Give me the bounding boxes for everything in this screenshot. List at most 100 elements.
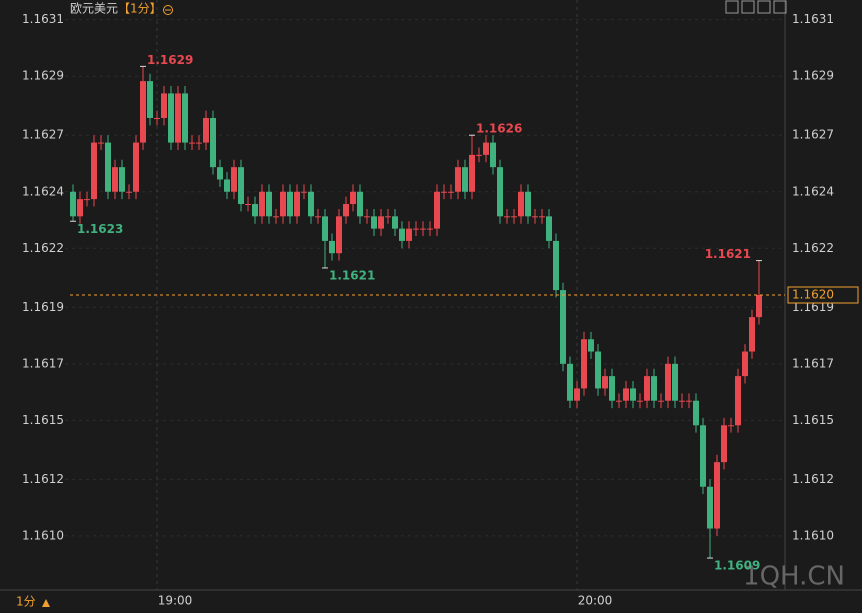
y-tick-label-right: 1.1627 bbox=[792, 128, 834, 142]
candle-body bbox=[371, 216, 377, 229]
candle-body bbox=[560, 290, 566, 364]
y-tick-label-right: 1.1622 bbox=[792, 241, 834, 255]
candle-body bbox=[182, 93, 188, 143]
candle-body bbox=[700, 425, 706, 487]
annotation: 1.1621 bbox=[329, 268, 375, 282]
y-tick-label: 1.1615 bbox=[22, 413, 64, 427]
candle-body bbox=[476, 154, 482, 156]
candle-body bbox=[588, 339, 594, 352]
candle-body bbox=[721, 425, 727, 463]
candle-body bbox=[483, 142, 489, 155]
candle-body bbox=[532, 216, 538, 218]
y-tick-label: 1.1629 bbox=[22, 69, 64, 83]
annotation: 1.1626 bbox=[476, 122, 522, 136]
candle-body bbox=[420, 228, 426, 230]
candle-body bbox=[91, 142, 97, 200]
candle-body bbox=[511, 216, 517, 218]
y-tick-label-right: 1.1617 bbox=[792, 356, 834, 370]
candle-body bbox=[756, 295, 762, 318]
y-tick-label: 1.1631 bbox=[22, 12, 64, 26]
candle-body bbox=[231, 167, 237, 192]
candle-body bbox=[322, 216, 328, 241]
annotation: 1.1623 bbox=[77, 222, 123, 236]
candle-body bbox=[112, 167, 118, 192]
candle-body bbox=[336, 216, 342, 254]
candle-body bbox=[644, 376, 650, 401]
candle-body bbox=[175, 93, 181, 143]
candle-body bbox=[168, 93, 174, 143]
period-label: 【1分】 bbox=[118, 2, 162, 16]
candle-body bbox=[630, 388, 636, 401]
candle-body bbox=[539, 216, 545, 218]
candle-body bbox=[364, 216, 370, 218]
y-tick-label: 1.1612 bbox=[22, 472, 64, 486]
y-tick-label: 1.1624 bbox=[22, 184, 64, 198]
candle-body bbox=[294, 191, 300, 217]
candle-body bbox=[399, 228, 405, 241]
y-tick-label-right: 1.1624 bbox=[792, 184, 834, 198]
candle-body bbox=[581, 339, 587, 389]
candle-body bbox=[70, 191, 76, 217]
candle-body bbox=[525, 191, 531, 217]
candle-body bbox=[455, 167, 461, 192]
candle-body bbox=[147, 81, 153, 118]
candle-body bbox=[413, 228, 419, 230]
candle-body bbox=[378, 216, 384, 229]
candle-body bbox=[350, 191, 356, 205]
collapse-icon[interactable] bbox=[163, 5, 173, 15]
candle-body bbox=[434, 191, 440, 229]
period-arrow[interactable] bbox=[42, 599, 50, 607]
candle-body bbox=[105, 142, 111, 192]
candle-body bbox=[707, 486, 713, 529]
candle-body bbox=[98, 142, 104, 144]
candle-body bbox=[686, 400, 692, 402]
candle-body bbox=[301, 191, 307, 193]
candle-body bbox=[245, 204, 251, 206]
candle-body bbox=[308, 191, 314, 217]
candle-body bbox=[567, 363, 573, 401]
y-tick-label: 1.1617 bbox=[22, 356, 64, 370]
candle-body bbox=[623, 388, 629, 401]
annotation: 1.1621 bbox=[705, 247, 751, 261]
candle-body bbox=[392, 216, 398, 229]
y-tick-label: 1.1622 bbox=[22, 241, 64, 255]
candle-body bbox=[203, 118, 209, 143]
candle-body bbox=[518, 191, 524, 217]
candle-body bbox=[553, 240, 559, 291]
candle-body bbox=[546, 216, 552, 241]
candle-body bbox=[280, 191, 286, 217]
candle-body bbox=[742, 351, 748, 377]
period-button[interactable]: 1分 bbox=[16, 595, 36, 609]
candle-body bbox=[469, 154, 475, 192]
candle-body bbox=[252, 204, 258, 217]
candle-body bbox=[651, 376, 657, 401]
candle-body bbox=[189, 142, 195, 144]
candle-body bbox=[616, 400, 622, 402]
y-tick-label-right: 1.1615 bbox=[792, 413, 834, 427]
candle-body bbox=[714, 462, 720, 529]
toolbar[interactable] bbox=[725, 0, 787, 14]
y-tick-label: 1.1610 bbox=[22, 528, 64, 542]
candle-body bbox=[595, 351, 601, 389]
candle-body bbox=[343, 204, 349, 217]
y-tick-label: 1.1619 bbox=[22, 300, 64, 314]
candle-body bbox=[497, 167, 503, 217]
candle-body bbox=[140, 81, 146, 143]
candle-body bbox=[693, 400, 699, 426]
candle-body bbox=[77, 199, 83, 217]
candle-body bbox=[217, 167, 223, 180]
annotation: 1.1629 bbox=[147, 53, 193, 67]
candle-body bbox=[119, 167, 125, 192]
candle-body bbox=[126, 191, 132, 193]
x-tick-label: 19:00 bbox=[158, 594, 193, 608]
candle-body bbox=[357, 191, 363, 217]
candle-body bbox=[259, 191, 265, 217]
annotation: 1.1609 bbox=[714, 559, 760, 573]
candle-body bbox=[602, 376, 608, 389]
candle-body bbox=[728, 425, 734, 427]
current-price-box bbox=[787, 286, 859, 304]
candle-body bbox=[210, 118, 216, 168]
candle-body bbox=[224, 179, 230, 192]
